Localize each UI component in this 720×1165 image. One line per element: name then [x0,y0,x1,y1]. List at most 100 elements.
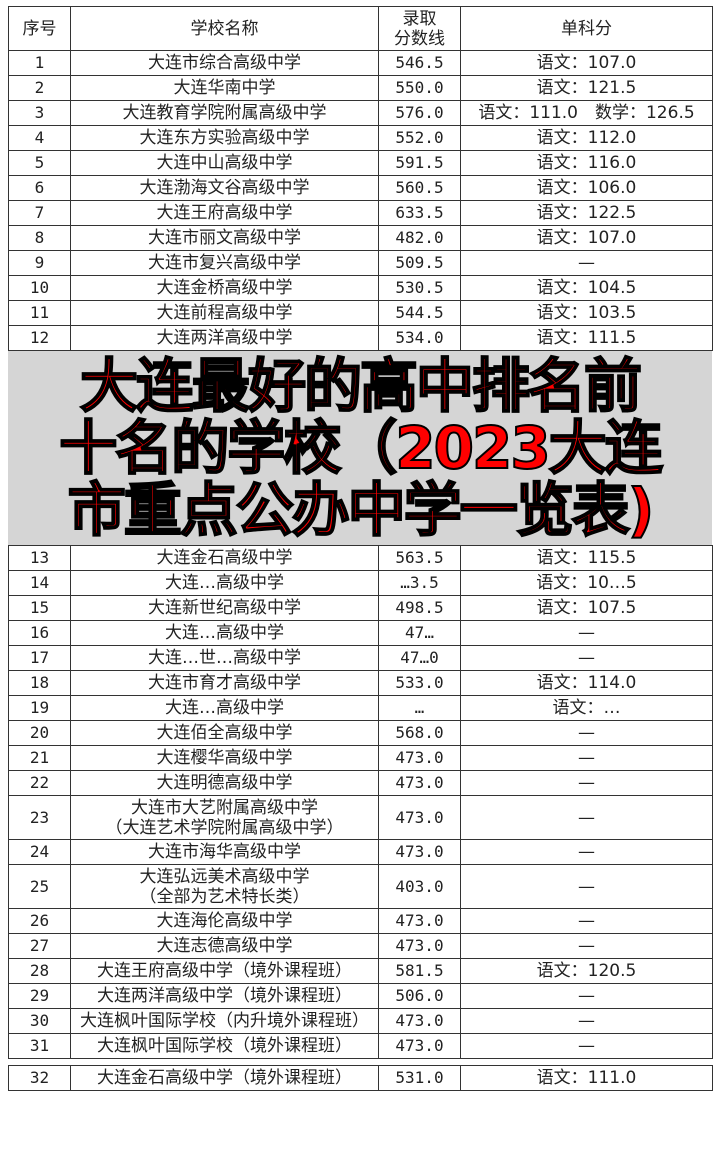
admission-score: 560.5 [378,175,461,201]
subject-score: 语文：121.5 [460,75,713,101]
school-name-line: 大连前程高级中学 [156,303,293,323]
school-name-line: 大连两洋高级中学 [156,328,293,348]
row-no: 26 [8,908,71,934]
school-name-line: 大连王府高级中学 [156,203,293,223]
table-row: 4 大连东方实验高级中学 552.0 语文：112.0 [8,125,713,151]
row-no: 5 [8,150,71,176]
subject-score: 语文：104.5 [460,275,713,301]
school-name: 大连海伦高级中学 [70,908,379,934]
row-no: 7 [8,200,71,226]
table-row: 19 大连…高级中学 … 语文：… [8,695,713,721]
overlay-title-line: 大连最好的高中排名前 [79,352,643,420]
admission-score: 473.0 [378,1033,461,1059]
subject-score: 语文：111.5 [460,325,713,351]
school-name: 大连东方实验高级中学 [70,125,379,151]
school-name-line: 大连志德高级中学 [156,936,293,956]
school-name-line: 大连中山高级中学 [156,153,293,173]
subject-score: — [460,770,713,796]
school-name-line: 大连东方实验高级中学 [139,128,310,148]
admission-score: 552.0 [378,125,461,151]
subject-score: 语文：103.5 [460,300,713,326]
row-no: 17 [8,645,71,671]
school-name: 大连弘远美术高级中学 （全部为艺术特长类） [70,864,379,909]
school-name: 大连市育才高级中学 [70,670,379,696]
row-no: 11 [8,300,71,326]
school-name: 大连渤海文谷高级中学 [70,175,379,201]
school-name: 大连金桥高级中学 [70,275,379,301]
row-no: 31 [8,1033,71,1059]
table-row: 15 大连新世纪高级中学 498.5 语文：107.5 [8,595,713,621]
school-name: 大连教育学院附属高级中学 [70,100,379,126]
row-no: 1 [8,50,71,76]
subject-score: — [460,720,713,746]
school-name-line: 大连…高级中学 [165,623,284,643]
table-row: 13 大连金石高级中学 563.5 语文：115.5 [8,545,713,571]
header-subject: 单科分 [460,6,713,51]
school-name-line: 大连樱华高级中学 [156,748,293,768]
school-name-line: 大连市综合高级中学 [148,53,301,73]
admission-score: 534.0 [378,325,461,351]
school-name: 大连…高级中学 [70,570,379,596]
admission-table-extra: 32 大连金石高级中学（境外课程班） 531.0 语文：111.0 [8,1065,713,1091]
school-name-line: 大连两洋高级中学（境外课程班） [97,986,352,1006]
admission-table-continued: 13 大连金石高级中学 563.5 语文：115.5 14 大连…高级中学 …3.… [8,545,713,1059]
school-name-line: 大连市海华高级中学 [148,842,301,862]
row-no: 23 [8,795,71,840]
admission-score: 546.5 [378,50,461,76]
admission-score: 473.0 [378,1008,461,1034]
table-row: 3 大连教育学院附属高级中学 576.0 语文：111.0 数学：126.5 [8,100,713,126]
school-name: 大连两洋高级中学 [70,325,379,351]
subject-score: — [460,250,713,276]
subject-score: 语文：10…5 [460,570,713,596]
school-name-note: （大连艺术学院附属高级中学） [105,817,344,838]
school-name: 大连志德高级中学 [70,933,379,959]
subject-score: 语文：112.0 [460,125,713,151]
table-row: 18 大连市育才高级中学 533.0 语文：114.0 [8,670,713,696]
admission-score: 473.0 [378,933,461,959]
header-score: 录取 分数线 [378,6,461,51]
row-no: 12 [8,325,71,351]
school-name-line: 大连佰全高级中学 [156,723,293,743]
subject-score: 语文：114.0 [460,670,713,696]
school-name: 大连前程高级中学 [70,300,379,326]
subject-score: 语文：116.0 [460,150,713,176]
school-name-line: 大连王府高级中学（境外课程班） [97,961,352,981]
admission-score: 531.0 [378,1065,461,1091]
table-row: 32 大连金石高级中学（境外课程班） 531.0 语文：111.0 [8,1065,713,1091]
header-score-line1: 录取 [402,8,437,29]
table-row: 23 大连市大艺附属高级中学 （大连艺术学院附属高级中学） 473.0 — [8,795,713,840]
school-name: 大连…高级中学 [70,695,379,721]
admission-score: 506.0 [378,983,461,1009]
subject-score: — [460,839,713,865]
admission-score: 533.0 [378,670,461,696]
table-row: 21 大连樱华高级中学 473.0 — [8,745,713,771]
subject-score: — [460,645,713,671]
subject-score: 语文：106.0 [460,175,713,201]
table-row: 20 大连佰全高级中学 568.0 — [8,720,713,746]
row-no: 16 [8,620,71,646]
admission-score: 576.0 [378,100,461,126]
row-no: 22 [8,770,71,796]
school-name: 大连枫叶国际学校（内升境外课程班） [70,1008,379,1034]
overlay-title-line: 市重点公办中学一览表) [67,476,656,544]
school-name-line: 大连…高级中学 [165,698,284,718]
admission-score: 568.0 [378,720,461,746]
admission-score: 550.0 [378,75,461,101]
table-row: 9 大连市复兴高级中学 509.5 — [8,250,713,276]
table-row: 27 大连志德高级中学 473.0 — [8,933,713,959]
table-row: 16 大连…高级中学 47… — [8,620,713,646]
table-row: 12 大连两洋高级中学 534.0 语文：111.5 [8,325,713,351]
admission-score: 591.5 [378,150,461,176]
school-name-line: 大连金桥高级中学 [156,278,293,298]
school-name-line: 大连市大艺附属高级中学 [131,797,318,818]
school-name-line: 大连弘远美术高级中学 [139,866,310,887]
school-name: 大连佰全高级中学 [70,720,379,746]
row-no: 29 [8,983,71,1009]
admission-score: 473.0 [378,839,461,865]
row-no: 3 [8,100,71,126]
table-row: 14 大连…高级中学 …3.5 语文：10…5 [8,570,713,596]
school-name-line: 大连金石高级中学 [156,548,293,568]
subject-score: — [460,795,713,840]
table-row: 25 大连弘远美术高级中学 （全部为艺术特长类） 403.0 — [8,864,713,909]
school-name: 大连…世…高级中学 [70,645,379,671]
